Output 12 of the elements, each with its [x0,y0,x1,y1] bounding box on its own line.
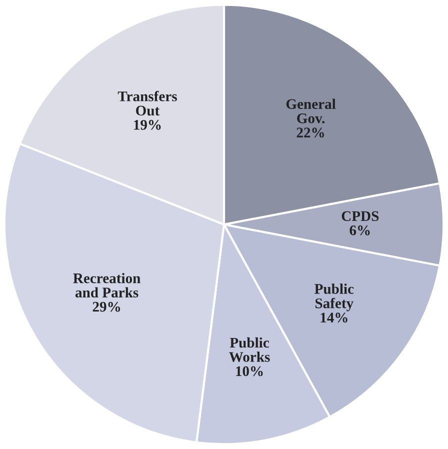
slice-label: CPDS [342,211,379,222]
slice-label: Recreation and Parks [73,272,140,298]
slice-label: Public Safety [314,284,354,312]
data-label: 19% [134,120,161,130]
data-label: 29% [92,302,120,312]
slice-label: Transfers Out [118,90,177,116]
slice-label: Public Works [229,337,270,362]
data-label: 6% [350,225,370,236]
data-label: 10% [236,366,263,376]
data-label: 14% [320,312,348,323]
data-label: 22% [296,128,324,138]
slice-label: General Gov. [286,98,336,124]
